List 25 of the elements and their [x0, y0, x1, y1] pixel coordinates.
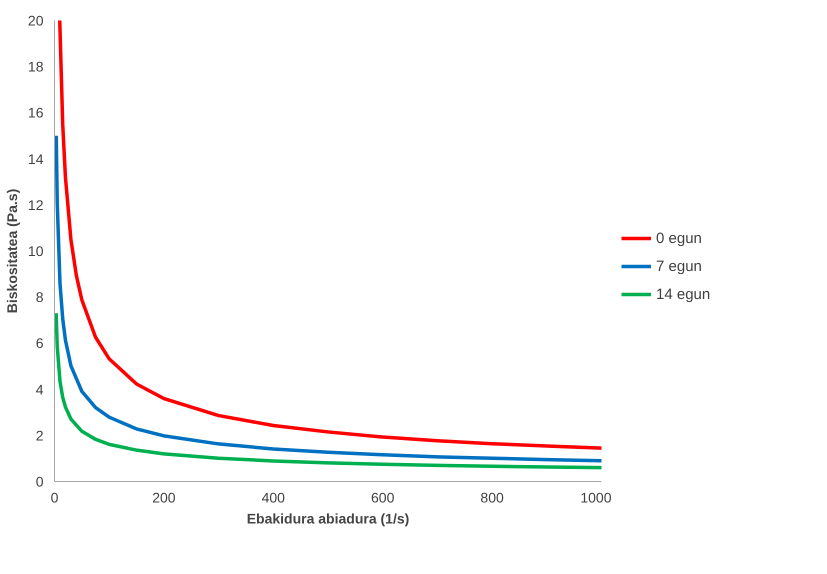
x-tick-label: 600: [371, 490, 395, 506]
x-tick-label: 200: [152, 490, 176, 506]
x-axis-title: Ebakidura abiadura (1/s): [246, 510, 410, 526]
legend-label: 14 egun: [656, 286, 710, 302]
y-tick-label: 12: [28, 196, 44, 213]
line-series: [54, 311, 602, 470]
y-tick-label: 0: [36, 474, 44, 490]
y-tick-label: 14: [28, 150, 44, 167]
legend-label: 0 egun: [656, 230, 702, 246]
y-tick-label: 20: [28, 12, 44, 28]
legend-label: 7 egun: [656, 258, 702, 274]
line-series: [54, 134, 602, 463]
y-tick-label: 16: [28, 104, 44, 121]
x-tick-label: 800: [480, 490, 504, 506]
y-tick-label: 18: [28, 58, 44, 75]
y-axis-title: Biskositatea (Pa.s): [4, 188, 20, 314]
y-tick-label: 2: [36, 427, 44, 444]
x-tick-label: 400: [262, 490, 286, 506]
y-tick-label: 10: [28, 243, 44, 259]
x-tick-label: 0: [50, 490, 59, 506]
x-tick-label: 1000: [580, 490, 612, 506]
y-tick-label: 8: [36, 289, 44, 306]
line-series: [58, 20, 602, 450]
y-tick-label: 6: [36, 335, 44, 352]
y-tick-label: 4: [36, 381, 44, 398]
